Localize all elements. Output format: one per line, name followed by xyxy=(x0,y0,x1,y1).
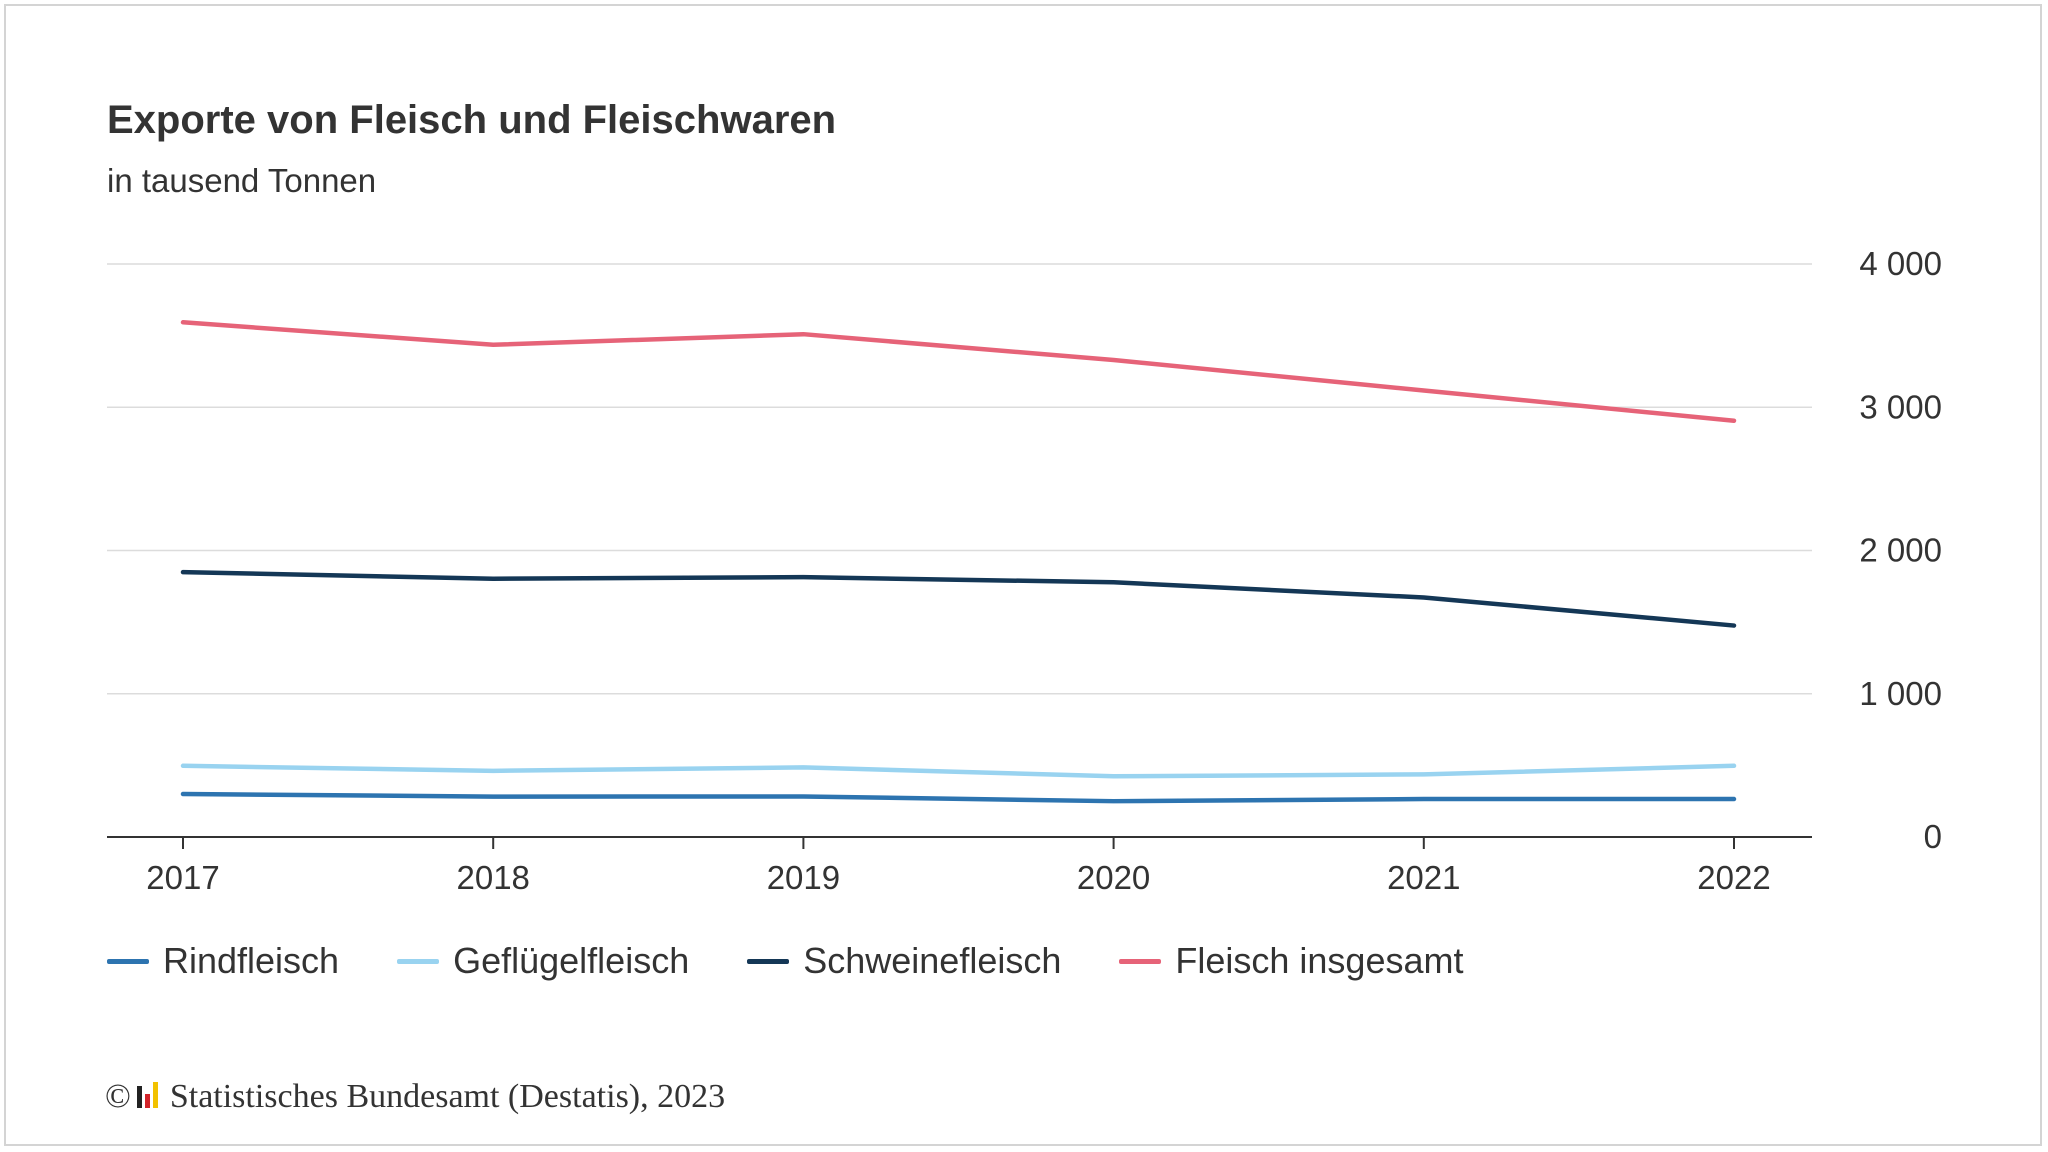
y-tick-label: 2 000 xyxy=(1859,532,1942,569)
series-line-rindfleisch xyxy=(180,791,1737,804)
legend-swatch xyxy=(747,958,790,964)
copyright-sign: © xyxy=(105,1078,131,1115)
x-tick-label: 2017 xyxy=(146,859,219,896)
legend-label: Fleisch insgesamt xyxy=(1175,940,1464,981)
series-lines xyxy=(180,320,1737,804)
x-tick-label: 2018 xyxy=(456,859,529,896)
y-tick-label: 1 000 xyxy=(1859,675,1942,712)
legend-item: Schweinefleisch xyxy=(747,940,1061,982)
x-tick-label: 2019 xyxy=(767,859,840,896)
destatis-logo-icon xyxy=(136,1082,158,1108)
legend-swatch xyxy=(397,958,440,964)
legend-swatch xyxy=(1119,958,1162,964)
legend-item: Fleisch insgesamt xyxy=(1119,940,1463,982)
legend-item: Rindfleisch xyxy=(107,940,339,982)
series-line-gefl-gelfleisch xyxy=(180,763,1737,779)
x-axis: 2017 2018 2019 2020 2021 2022 xyxy=(107,836,1812,896)
legend-label: Schweinefleisch xyxy=(803,940,1062,981)
x-tick-label: 2022 xyxy=(1697,859,1770,896)
legend-label: Rindfleisch xyxy=(163,940,340,981)
chart-subtitle: in tausend Tonnen xyxy=(107,162,377,199)
y-axis-ticks: 0 1 000 2 000 3 000 4 000 xyxy=(1859,245,1942,855)
x-tick-label: 2021 xyxy=(1387,859,1460,896)
source-text: Statistisches Bundesamt (Destatis), 2023 xyxy=(169,1078,726,1115)
legend: Rindfleisch Geflügelfleisch Schweinefleisc… xyxy=(107,940,1463,982)
chart-title: Exporte von Fleisch und Fleischwaren xyxy=(107,98,837,142)
legend-label: Geflügelfleisch xyxy=(453,940,690,981)
y-tick-label: 3 000 xyxy=(1859,388,1942,425)
series-line-fleisch-insgesamt xyxy=(180,320,1737,423)
legend-item: Geflügelfleisch xyxy=(397,940,689,982)
y-tick-label: 0 xyxy=(1924,818,1942,855)
grid-lines xyxy=(107,263,1812,695)
legend-swatch xyxy=(107,958,149,964)
series-line-schweinefleisch xyxy=(180,569,1737,628)
y-tick-label: 4 000 xyxy=(1859,245,1942,282)
x-tick-label: 2020 xyxy=(1077,859,1150,896)
source-note: © Statistisches Bundesamt (Destatis), 20… xyxy=(105,1078,725,1116)
